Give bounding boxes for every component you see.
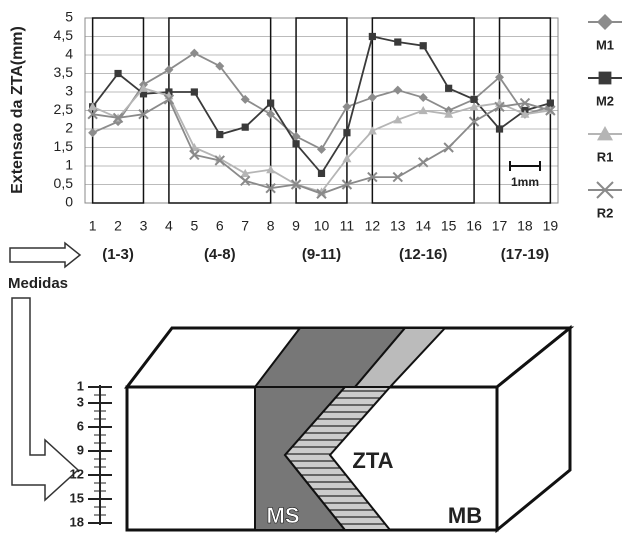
marker	[216, 131, 223, 138]
x-tick-label: 3	[140, 218, 148, 234]
marker	[190, 49, 199, 58]
y-tick-label: 4	[65, 46, 73, 62]
x-tick-label: 7	[241, 218, 249, 234]
figure: Extensao da ZTA(mm) Medidas ZTA MS MB 0 0…	[0, 0, 624, 537]
y-tick-label: 0	[65, 194, 73, 210]
y-tick-label: 5	[65, 9, 73, 25]
y-tick-label: 0,5	[54, 175, 74, 191]
zone-label: ZTA	[352, 448, 393, 473]
x-tick-label: 14	[415, 218, 431, 234]
x-tick-label: 12	[365, 218, 381, 234]
marker	[369, 33, 376, 40]
zone-label: MS	[267, 503, 300, 528]
y-tick-label: 1,5	[54, 138, 74, 154]
legend-label: M2	[596, 93, 614, 108]
ruler-label: 1	[77, 378, 84, 393]
ruler-label: 18	[70, 514, 84, 529]
y-axis-title: Extensao da ZTA(mm)	[9, 26, 26, 194]
marker	[292, 140, 299, 147]
marker	[317, 145, 326, 154]
ruler-label: 12	[70, 466, 84, 481]
x-tick-label: 19	[543, 218, 559, 234]
region-label: (12-16)	[399, 246, 447, 263]
x-tick-label: 8	[267, 218, 275, 234]
x-tick-label: 11	[340, 218, 355, 234]
y-tick-label: 4,5	[54, 27, 74, 43]
marker	[88, 128, 97, 137]
ruler-label: 9	[77, 442, 84, 457]
region-label: (17-19)	[501, 246, 549, 263]
y-tick-label: 2	[65, 120, 73, 136]
marker	[393, 86, 402, 95]
x-tick-label: 2	[114, 218, 122, 234]
legend-marker	[597, 14, 613, 30]
ruler-label: 6	[77, 418, 84, 433]
x-tick-label: 5	[190, 218, 198, 234]
y-tick-label: 2,5	[54, 101, 74, 117]
x-tick-label: 4	[165, 218, 173, 234]
region-label: (1-3)	[102, 246, 134, 263]
marker	[420, 42, 427, 49]
legend-label: R2	[597, 205, 614, 220]
marker	[394, 38, 401, 45]
arrow-label: Medidas	[8, 275, 68, 292]
arrow	[10, 243, 80, 267]
marker	[470, 96, 477, 103]
marker	[267, 100, 274, 107]
marker	[368, 93, 377, 102]
marker	[114, 70, 121, 77]
block-diagram: ZTA MS MB	[100, 328, 570, 530]
ruler-label: 15	[70, 490, 84, 505]
marker	[496, 125, 503, 132]
x-tick-label: 10	[314, 218, 330, 234]
x-tick-label: 17	[492, 218, 508, 234]
marker	[547, 100, 554, 107]
legend-marker	[599, 72, 612, 85]
y-tick-label: 1	[65, 157, 73, 173]
region-label: (4-8)	[204, 246, 236, 263]
x-tick-label: 1	[89, 218, 97, 234]
marker	[318, 170, 325, 177]
marker	[164, 65, 173, 74]
marker	[419, 158, 428, 167]
marker	[343, 129, 350, 136]
x-tick-label: 13	[390, 218, 406, 234]
marker	[445, 85, 452, 92]
ruler-label: 3	[77, 394, 84, 409]
series-line	[93, 53, 551, 149]
legend-label: M1	[596, 37, 614, 52]
scale-bar-label: 1mm	[511, 175, 539, 189]
zone-label: MB	[448, 503, 482, 528]
marker	[191, 88, 198, 95]
x-tick-label: 16	[466, 218, 482, 234]
legend-label: R1	[597, 149, 614, 164]
marker	[342, 102, 351, 111]
region-label: (9-11)	[302, 246, 341, 263]
x-tick-label: 15	[441, 218, 457, 234]
arrow	[12, 298, 78, 500]
x-tick-label: 9	[292, 218, 300, 234]
x-tick-label: 6	[216, 218, 224, 234]
x-tick-label: 18	[517, 218, 533, 234]
y-tick-label: 3	[65, 83, 73, 99]
y-tick-label: 3,5	[54, 64, 74, 80]
marker	[419, 93, 428, 102]
marker	[242, 124, 249, 131]
